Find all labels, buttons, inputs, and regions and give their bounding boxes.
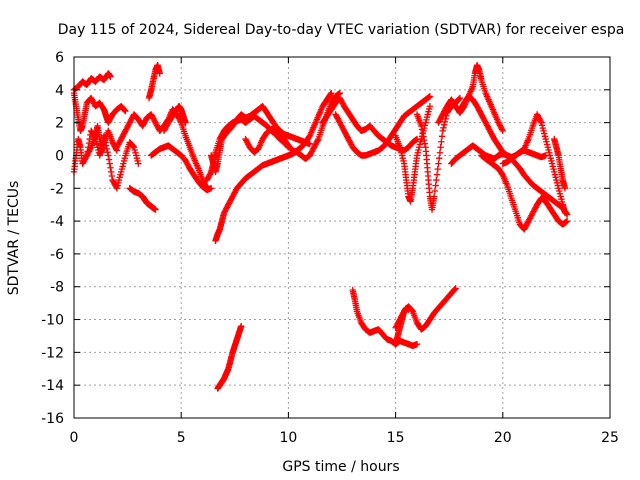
data-point: [104, 148, 111, 156]
series-track-g: [145, 62, 163, 102]
data-point: [419, 129, 426, 137]
x-tick-label: 0: [70, 430, 79, 446]
y-tick-label: 0: [55, 148, 64, 164]
data-point: [433, 171, 441, 178]
x-tick-label: 15: [387, 430, 405, 446]
series-track-t: [392, 103, 434, 205]
data-point: [106, 160, 113, 167]
data-point: [451, 285, 459, 293]
data-point: [107, 73, 114, 80]
series-track-o: [319, 94, 421, 154]
data-point: [121, 107, 128, 114]
data-point: [87, 145, 94, 152]
data-point: [452, 285, 459, 292]
y-axis-label: SDTVAR / TECUs: [6, 181, 22, 296]
data-point: [456, 95, 463, 103]
y-tick-label: 2: [55, 116, 64, 132]
chart-title: Day 115 of 2024, Sidereal Day-to-day VTE…: [58, 22, 625, 38]
data-point: [108, 172, 116, 180]
data-point: [122, 107, 129, 115]
data-point: [436, 149, 444, 156]
data-point: [314, 137, 321, 144]
x-tick-label: 25: [601, 430, 619, 446]
data-point: [130, 143, 137, 150]
data-point: [456, 94, 464, 102]
data-point: [328, 89, 335, 97]
data-point: [430, 193, 438, 200]
data-point: [420, 136, 428, 144]
data-point: [418, 126, 426, 133]
y-tick-label: -6: [50, 247, 64, 263]
y-tick-label: 6: [55, 50, 64, 66]
data-point: [438, 138, 445, 145]
data-point: [156, 70, 163, 77]
data-point: [107, 168, 115, 176]
series-track-a: [70, 70, 114, 94]
plot-frame: [73, 56, 611, 419]
y-tick-label: -8: [50, 280, 64, 296]
data-points: [70, 62, 571, 392]
grid: [74, 57, 610, 418]
data-point: [438, 133, 446, 140]
data-point: [208, 185, 215, 192]
x-tick-labels: 0 5 10 15 20 25: [70, 430, 619, 446]
data-point: [105, 152, 112, 159]
series-track-d: [83, 122, 121, 159]
data-point: [306, 140, 314, 148]
data-point: [327, 90, 334, 98]
series-track-n: [242, 89, 344, 162]
data-point: [420, 133, 427, 140]
data-point: [435, 160, 442, 167]
y-tick-label: 4: [55, 83, 64, 99]
data-point: [434, 165, 441, 173]
data-point: [439, 127, 446, 135]
series-track-k: [208, 103, 314, 176]
data-point: [433, 176, 440, 184]
data-point: [135, 160, 142, 167]
series-track-l: [212, 89, 335, 244]
series-track-s: [392, 304, 412, 348]
data-point: [112, 183, 120, 191]
y-tick-label: -4: [50, 214, 64, 230]
data-point: [435, 154, 443, 162]
y-tick-label: -14: [41, 378, 64, 394]
data-point: [431, 187, 439, 195]
series-track-i: [160, 103, 189, 135]
data-point: [426, 103, 434, 110]
data-point: [440, 121, 448, 129]
data-point: [182, 119, 189, 126]
data-point: [405, 306, 412, 313]
x-tick-label: 20: [494, 430, 512, 446]
series-track-h: [147, 142, 215, 194]
series-track-q: [349, 286, 421, 349]
series-track-f: [126, 185, 159, 213]
x-tick-label: 5: [177, 430, 186, 446]
data-point: [432, 182, 439, 189]
data-point: [421, 140, 429, 147]
data-point: [107, 164, 114, 171]
series-track-u: [413, 94, 464, 213]
x-tick-label: 10: [279, 430, 297, 446]
y-tick-label: -12: [41, 345, 64, 361]
series-track-y: [478, 152, 571, 233]
data-point: [437, 144, 444, 151]
data-point: [440, 124, 447, 132]
data-point: [152, 206, 159, 213]
axis-ticks: [73, 56, 611, 419]
series-track-m: [214, 322, 245, 392]
y-tick-label: -10: [41, 313, 64, 329]
y-tick-labels: -16 -14 -12 -10 -8 -6 -4 -2 0 2 4 6: [41, 50, 64, 427]
series-track-v: [435, 62, 506, 135]
data-point: [238, 322, 245, 330]
data-point: [413, 340, 421, 348]
y-tick-label: -2: [50, 181, 64, 197]
data-point: [441, 118, 449, 126]
data-point: [105, 156, 113, 163]
data-point: [426, 93, 434, 100]
series-track-p: [332, 93, 434, 159]
data-point: [418, 122, 425, 130]
x-axis-label: GPS time / hours: [282, 459, 399, 475]
y-tick-label: -16: [41, 411, 64, 427]
